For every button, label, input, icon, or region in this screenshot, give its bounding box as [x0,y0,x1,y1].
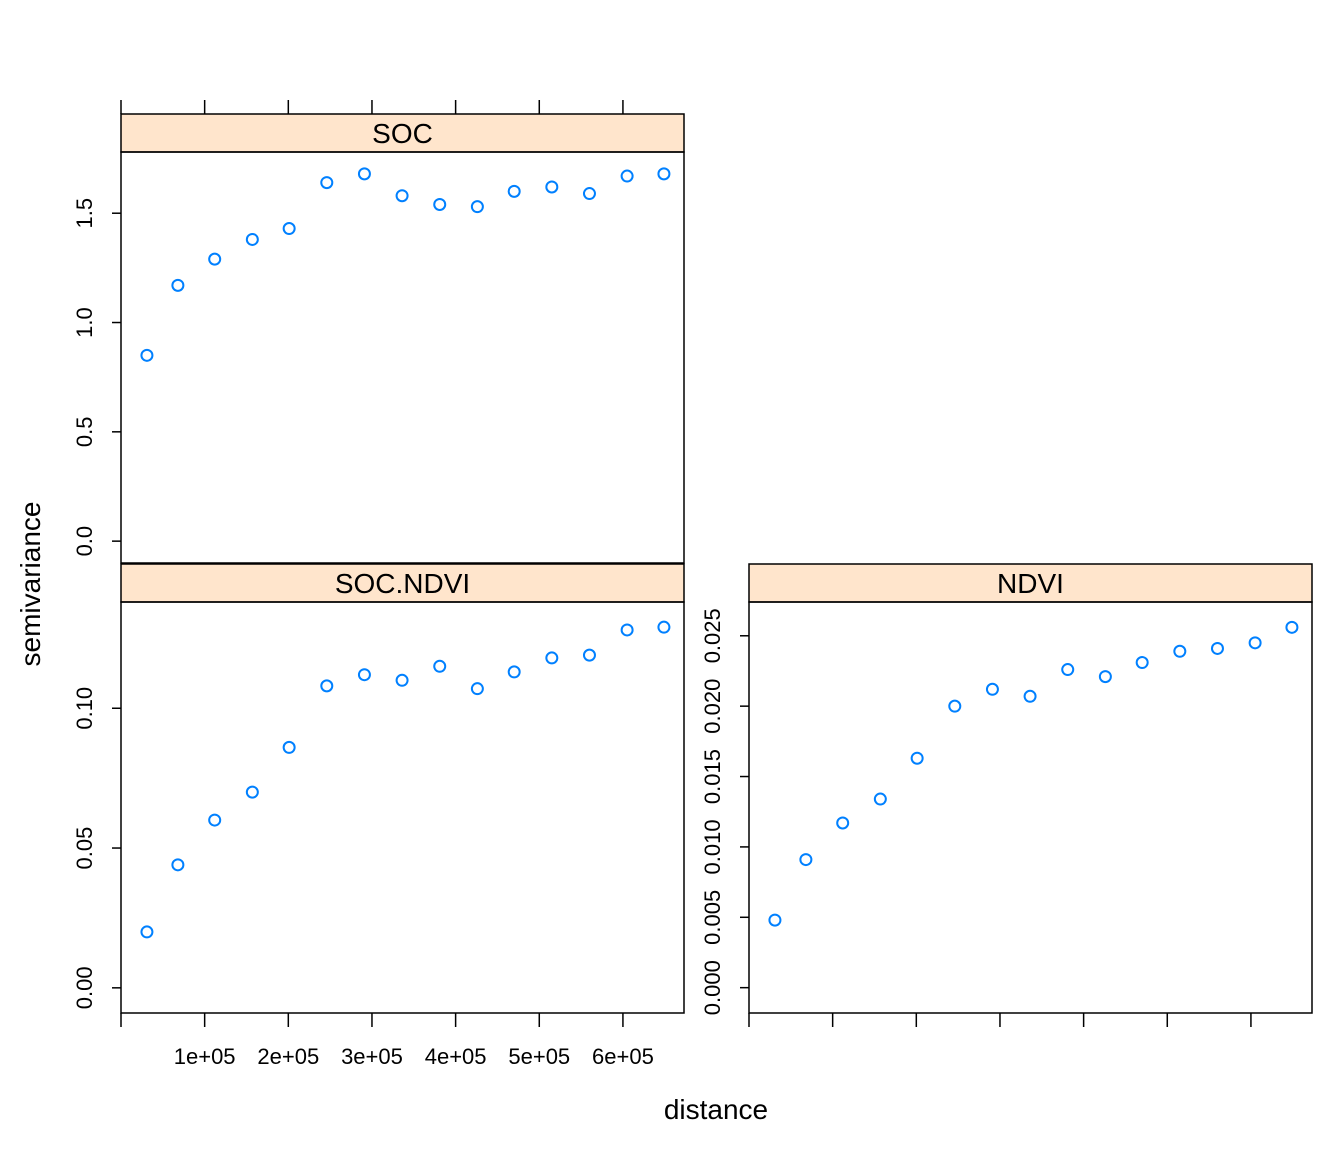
y-tick-label-soc-ndvi: 0.00 [72,966,97,1009]
data-point-soc [657,167,671,181]
data-point-soc-ndvi [208,813,222,827]
strip-ndvi [748,563,1313,603]
x-tick-label: 2e+05 [257,1044,319,1069]
data-point-soc-ndvi [245,785,259,799]
data-point-soc [582,187,596,201]
data-point-ndvi [768,913,782,927]
data-point-soc [433,197,447,211]
y-tick-label-ndvi: 0.000 [700,960,725,1015]
strip-title-soc-ndvi: SOC.NDVI [335,568,470,599]
data-point-ndvi [1248,636,1262,650]
data-point-ndvi [1285,620,1299,634]
y-tick-label-soc-ndvi: 0.05 [72,827,97,870]
panel-ndvi: NDVI 0.000 0.005 0.010 0.015 0.020 0.025 [700,563,1313,1015]
y-tick-label-ndvi: 0.025 [700,608,725,663]
data-point-soc [545,180,559,194]
y-tick-label-soc: 0.5 [72,417,97,448]
data-point-soc-ndvi [357,668,371,682]
data-point-ndvi [1135,656,1149,670]
panel-soc-ndvi: SOC.NDVI 0.00 0.05 0.10 [72,563,685,1014]
data-point-ndvi [1023,689,1037,703]
data-point-soc-ndvi [620,623,634,637]
data-point-ndvi [799,853,813,867]
data-point-soc [282,222,296,236]
y-tick-label-ndvi: 0.010 [700,819,725,874]
data-point-soc [208,252,222,266]
data-point-soc [357,167,371,181]
y-tick-label-ndvi: 0.015 [700,749,725,804]
data-point-soc-ndvi [140,925,154,939]
data-point-soc [507,184,521,198]
panel-frame-soc-ndvi [120,601,685,1014]
data-point-ndvi [873,792,887,806]
y-tick-label-ndvi: 0.005 [700,890,725,945]
data-point-soc [140,348,154,362]
data-point-soc-ndvi [282,740,296,754]
data-point-ndvi [1061,663,1075,677]
data-point-soc [620,169,634,183]
data-point-ndvi [1173,644,1187,658]
strip-title-ndvi: NDVI [997,568,1064,599]
panel-frame-ndvi [748,601,1313,1014]
y-tick-label-soc-ndvi: 0.10 [72,687,97,730]
data-point-ndvi [910,751,924,765]
y-tick-label-soc: 1.5 [72,198,97,229]
data-point-soc-ndvi [171,858,185,872]
data-point-soc [320,176,334,190]
data-point-soc [395,189,409,203]
x-tick-label: 5e+05 [508,1044,570,1069]
data-point-ndvi [1098,670,1112,684]
panel-soc: SOC 0.0 0.5 1.0 1.5 [72,113,685,564]
data-point-soc-ndvi [582,648,596,662]
data-point-soc-ndvi [433,659,447,673]
y-axis-title: semivariance [15,502,46,667]
y-tick-label-soc: 1.0 [72,307,97,338]
y-tick-label-ndvi: 0.020 [700,679,725,734]
data-point-soc [245,232,259,246]
data-point-soc-ndvi [657,620,671,634]
x-tick-label: 1e+05 [174,1044,236,1069]
strip-title-soc: SOC [372,118,433,149]
data-point-ndvi [948,699,962,713]
strip-soc [120,113,685,153]
data-point-soc [470,200,484,214]
data-point-soc-ndvi [395,673,409,687]
data-point-ndvi [985,682,999,696]
data-point-soc [171,278,185,292]
x-tick-label: 4e+05 [425,1044,487,1069]
data-point-ndvi [1210,641,1224,655]
y-tick-label-soc: 0.0 [72,526,97,557]
data-point-soc-ndvi [507,665,521,679]
x-tick-label: 3e+05 [341,1044,403,1069]
x-tick-label: 6e+05 [592,1044,654,1069]
x-axis-title: distance [664,1094,768,1125]
panel-frame-soc [120,151,685,564]
data-point-soc-ndvi [320,679,334,693]
data-point-ndvi [836,816,850,830]
data-point-soc-ndvi [470,682,484,696]
data-point-soc-ndvi [545,651,559,665]
